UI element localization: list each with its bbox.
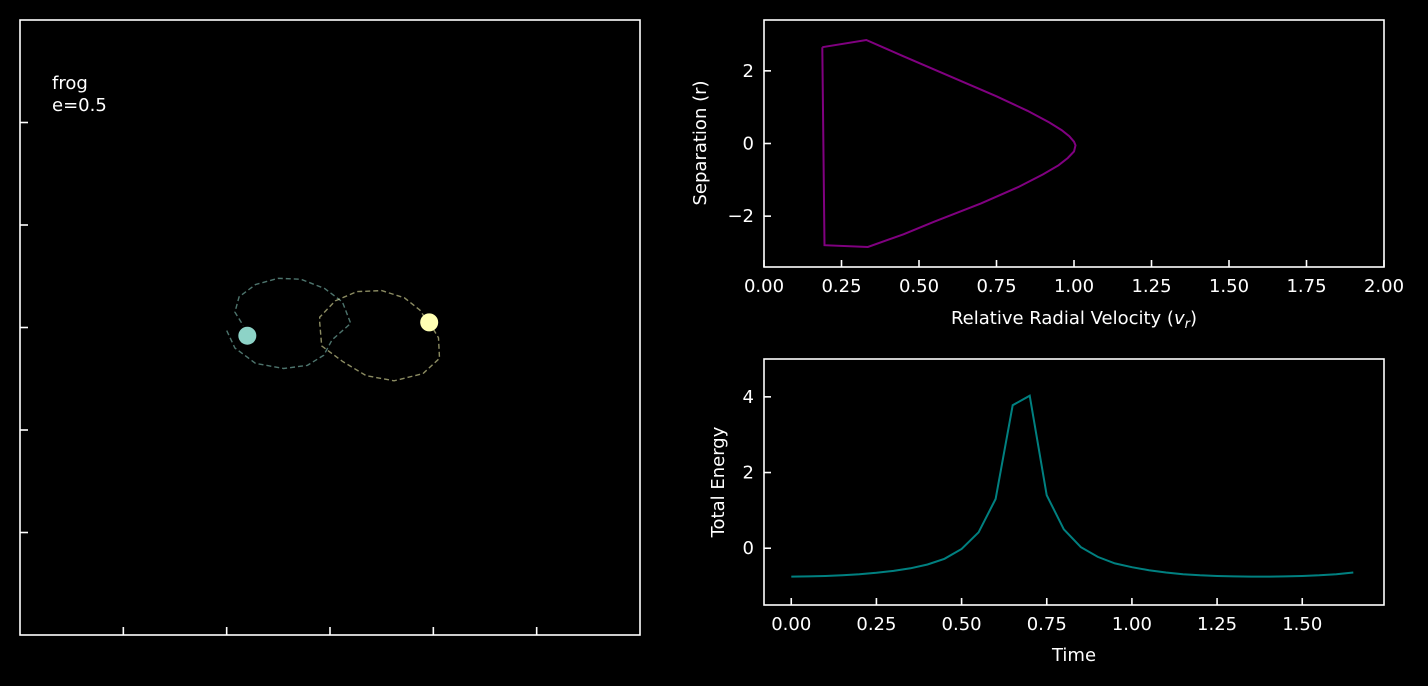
orbit-trails bbox=[226, 277, 441, 382]
energy-series-line bbox=[791, 394, 1354, 578]
phase-xtick-label: 0.25 bbox=[821, 276, 861, 297]
energy-xtick-label: 0.50 bbox=[942, 614, 982, 635]
energy-ytick-label: 2 bbox=[743, 463, 754, 484]
phase-ylabel: Separation (r) bbox=[690, 80, 711, 205]
energy-xtick-label: 1.25 bbox=[1197, 614, 1237, 635]
phase-xtick-label: 1.00 bbox=[1054, 276, 1094, 297]
orbit-ticks bbox=[20, 121, 538, 635]
orbit-trail-2 bbox=[319, 289, 441, 382]
phase-ytick-label: 0 bbox=[743, 134, 754, 155]
energy-xlabel: Time bbox=[1051, 645, 1096, 666]
phase-xtick-label: 0.00 bbox=[744, 276, 784, 297]
energy-ylabel: Total Energy bbox=[708, 426, 729, 538]
orbit-bodies bbox=[238, 313, 439, 345]
phase-ytick-label: 2 bbox=[743, 61, 754, 82]
energy-ytick-label: 4 bbox=[743, 387, 754, 408]
orbit-trail-1 bbox=[226, 277, 352, 370]
energy-xtick-label: 1.00 bbox=[1112, 614, 1152, 635]
phase-xtick-label: 1.50 bbox=[1209, 276, 1249, 297]
energy-xtick-label: 0.75 bbox=[1027, 614, 1067, 635]
energy-ticks: 0.00 0.25 0.50 0.75 1.00 1.25 1.50 0 2 4 bbox=[743, 387, 1323, 635]
phase-xtick-label: 0.50 bbox=[899, 276, 939, 297]
phase-xtick-label: 2.00 bbox=[1364, 276, 1404, 297]
energy-ytick-label: 0 bbox=[743, 538, 754, 559]
energy-xtick-label: 0.00 bbox=[771, 614, 811, 635]
phase-ticks: 0.00 0.25 0.50 0.75 1.00 1.25 1.50 1.75 2.00 −2 0 2 bbox=[727, 61, 1404, 297]
phase-xtick-label: 1.25 bbox=[1131, 276, 1171, 297]
energy-panel-frame bbox=[763, 358, 1385, 606]
phase-ytick-label: −2 bbox=[727, 206, 754, 227]
phase-xlabel-main: Relative Radial Velocity ( bbox=[951, 308, 1174, 329]
energy-xtick-label: 0.25 bbox=[856, 614, 896, 635]
orbit-body-1 bbox=[238, 326, 257, 345]
phase-series-line bbox=[821, 38, 1077, 249]
phase-xlabel-var: v bbox=[1174, 308, 1185, 329]
energy-panel: 0.00 0.25 0.50 0.75 1.00 1.25 1.50 0 2 4 Time Tot… bbox=[708, 358, 1385, 666]
phase-xtick-label: 0.75 bbox=[976, 276, 1016, 297]
phase-panel: 0.00 0.25 0.50 0.75 1.00 1.25 1.50 1.75 2.00 −2 0 2… bbox=[690, 19, 1404, 332]
orbit-annotation-eccentricity: e=0.5 bbox=[52, 95, 107, 116]
phase-xlabel-close: ) bbox=[1190, 308, 1197, 329]
energy-xtick-label: 1.50 bbox=[1282, 614, 1322, 635]
phase-xlabel-sub: r bbox=[1185, 317, 1192, 332]
phase-xtick-label: 1.75 bbox=[1286, 276, 1326, 297]
phase-xlabel: Relative Radial Velocity (vr) bbox=[951, 308, 1197, 332]
orbit-body-2 bbox=[420, 313, 439, 332]
orbit-panel: frog e=0.5 bbox=[19, 19, 641, 636]
orbit-annotation-method: frog bbox=[52, 73, 88, 94]
